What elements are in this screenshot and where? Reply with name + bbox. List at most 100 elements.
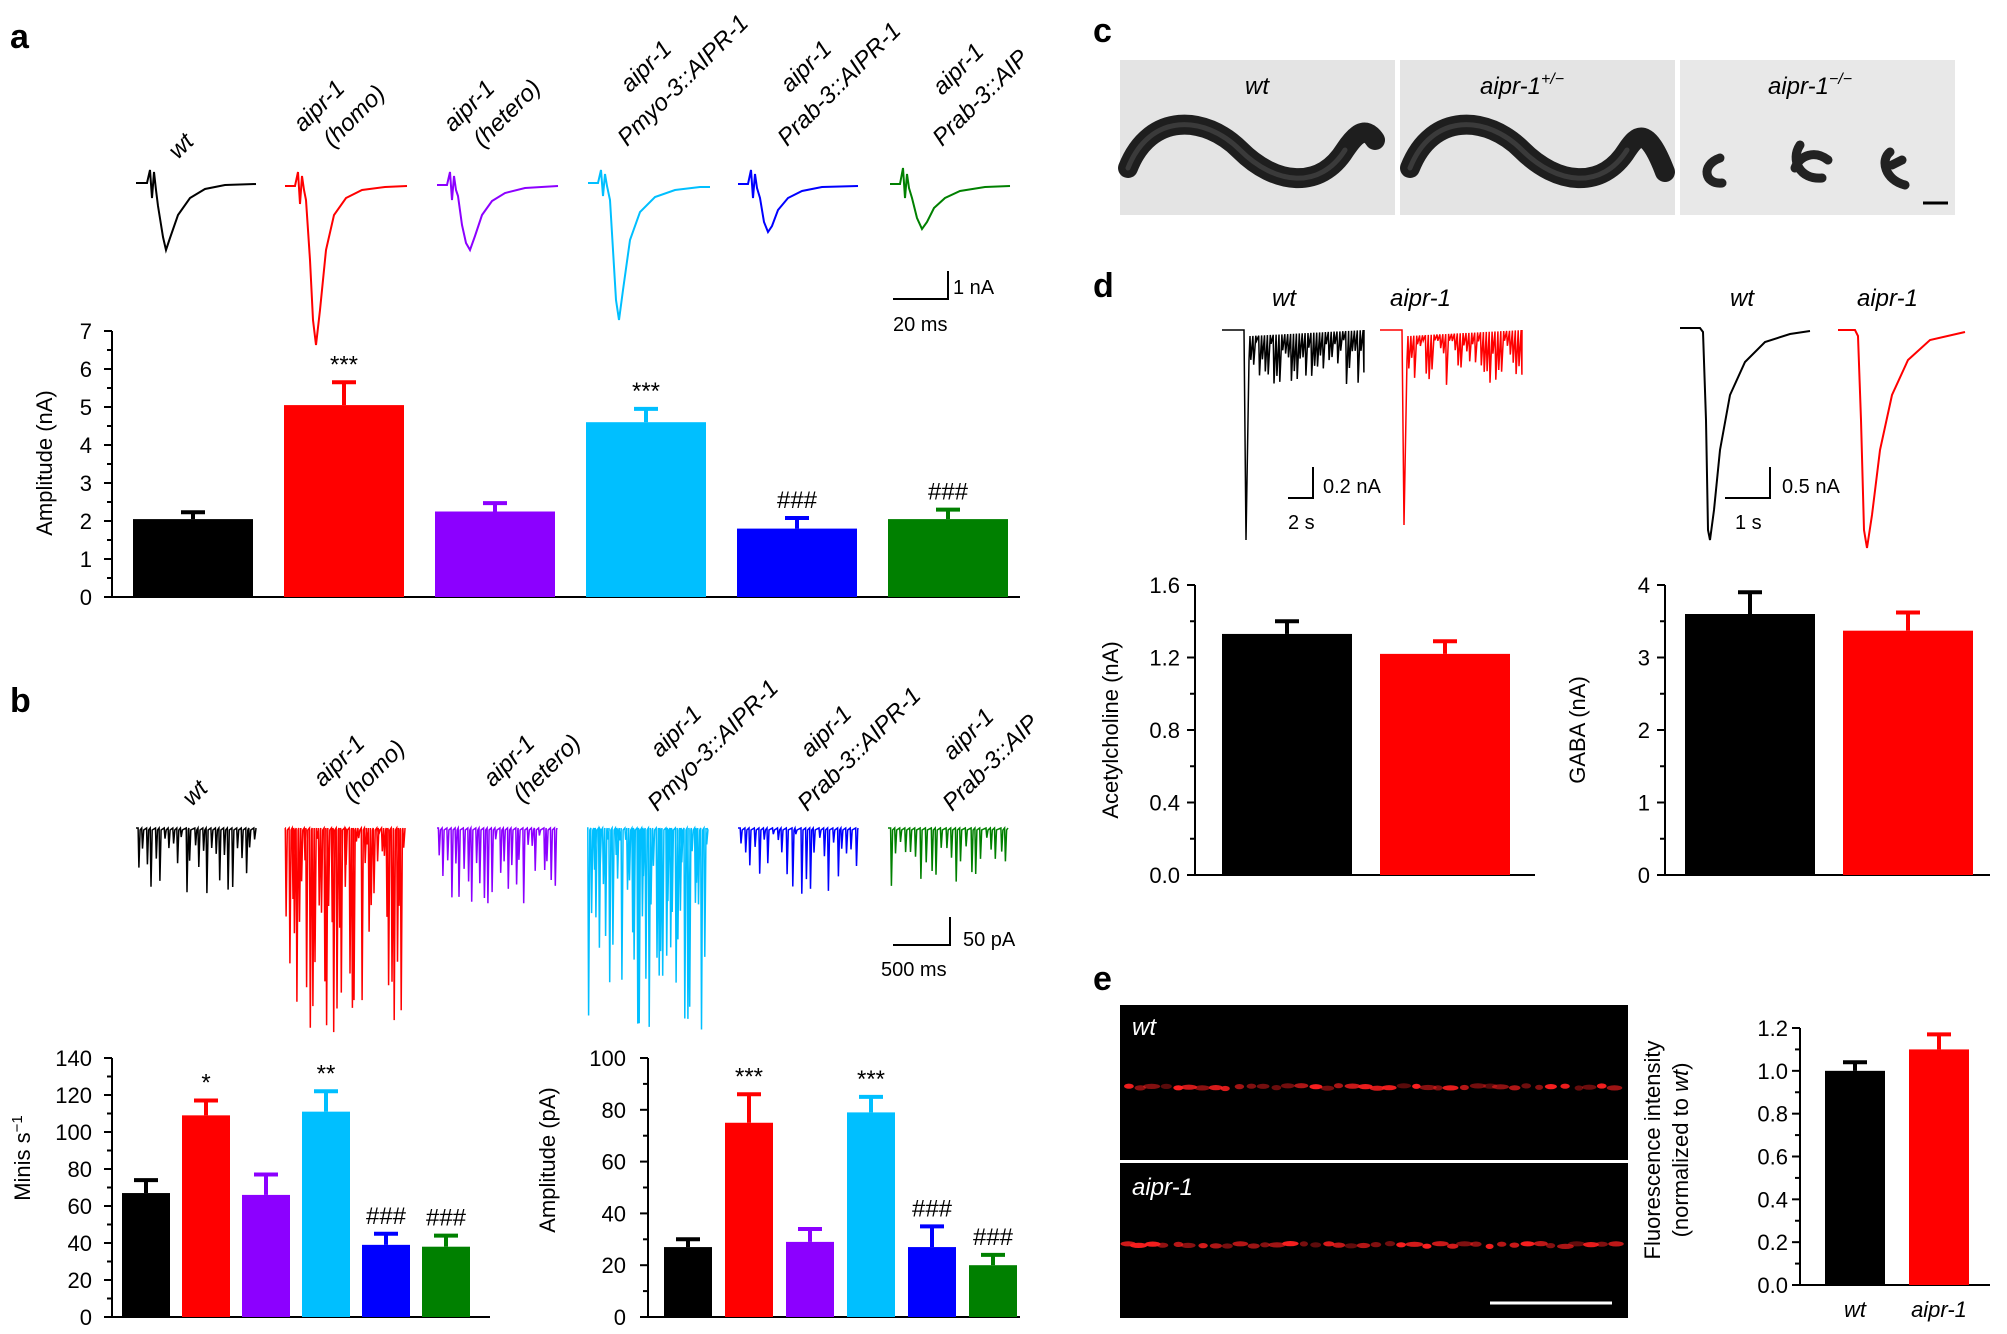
chart-a-ytick-label: 6 — [80, 357, 92, 382]
chart-a-bar — [133, 519, 253, 597]
chart-b2-ytick-label: 100 — [589, 1046, 626, 1071]
chart-e-bar — [1825, 1070, 1885, 1285]
chart-d-ach-plot: 0.0 0.4 0.8 1.2 1.6 — [1149, 573, 1535, 888]
b-scalebar-x: 500 ms — [881, 959, 947, 981]
b-mini-trace-5 — [888, 826, 1009, 886]
e-punctum-1 — [1557, 1243, 1574, 1249]
chart-b2-significance: ### — [973, 1224, 1014, 1251]
chart-b1-ytick-label: 0 — [80, 1305, 92, 1330]
worm-homo-1 — [1702, 153, 1727, 188]
chart-e-ytick-label: 0.6 — [1757, 1145, 1788, 1170]
chart-b1-bar — [422, 1246, 470, 1317]
chart-b1-significance: * — [201, 1070, 210, 1097]
e-punctum-0 — [1535, 1084, 1544, 1090]
e-punctum-1 — [1509, 1242, 1520, 1248]
d-traces — [1222, 327, 1966, 549]
a-trace-prab-aipr — [738, 169, 859, 235]
e-punctum-0 — [1309, 1084, 1323, 1090]
chart-b2-ytick-label: 40 — [602, 1201, 626, 1226]
e-punctum-0 — [1560, 1083, 1570, 1089]
e-puncta — [1120, 1083, 1624, 1249]
e-punctum-0 — [1358, 1084, 1373, 1090]
b-genotype-labels: wt aipr-1 (homo) aipr-1 (hetero) aipr-1 … — [177, 675, 1044, 817]
chart-b2-bar — [847, 1112, 895, 1317]
d-scalebars: 0.2 nA 2 s 0.5 nA 1 s — [1288, 467, 1840, 534]
e-punctum-0 — [1606, 1085, 1623, 1091]
chart-a-significance: ### — [928, 479, 969, 506]
e-punctum-1 — [1144, 1241, 1161, 1247]
chart-b1-ytick-label: 100 — [55, 1120, 92, 1145]
d-label-wt-ach: wt — [1272, 285, 1297, 312]
e-punctum-1 — [1156, 1242, 1169, 1248]
chart-a-ytick-label: 4 — [80, 433, 92, 458]
e-punctum-0 — [1521, 1083, 1532, 1089]
a-scalebar-x: 20 ms — [893, 314, 947, 336]
chart-b-frequency-ylabel: Minis s−1 — [9, 1115, 35, 1201]
chart-b1-ytick-label: 40 — [68, 1231, 92, 1256]
a-trace-pmyo — [588, 169, 710, 321]
chart-a-significance: *** — [330, 351, 358, 378]
chart-b-amplitude-plot: 0 20 40 60 80 100 *** *** ### ### — [589, 1046, 1020, 1330]
e-punctum-1 — [1129, 1242, 1148, 1248]
c-worm-images: wt aipr-1+/− aipr-1−/− — [1118, 60, 1955, 215]
chart-d-gaba-plot: 0 1 2 3 4 — [1638, 573, 1990, 888]
chart-a-bar — [284, 405, 404, 597]
chart-e-ytick-label: 1.0 — [1757, 1059, 1788, 1084]
e-punctum-1 — [1356, 1242, 1371, 1249]
e-punctum-1 — [1198, 1243, 1208, 1249]
e-punctum-0 — [1508, 1085, 1521, 1091]
a-genotype-labels: wt aipr-1 (homo) aipr-1 (hetero) aipr-1 … — [163, 10, 1034, 165]
chart-b1-bar — [302, 1111, 350, 1317]
e-fluorescence-images: wt aipr-1 — [1120, 1005, 1628, 1318]
d-ach-scalebar-lines — [1288, 467, 1314, 499]
d-trace-ach-0 — [1222, 329, 1365, 541]
e-punctum-0 — [1124, 1083, 1134, 1089]
e-punctum-1 — [1583, 1242, 1599, 1248]
worm-homo-2 — [1790, 140, 1833, 183]
e-punctum-1 — [1456, 1241, 1473, 1247]
d-trace-gaba-aipr — [1838, 329, 1966, 549]
chart-b-amplitude-ylabel: Amplitude (pA) — [535, 1087, 560, 1233]
d-gaba-scalebar-lines — [1725, 467, 1771, 499]
chart-d1-ytick-label: 1.6 — [1149, 573, 1180, 598]
chart-a-ytick-label: 1 — [80, 547, 92, 572]
b-mini-trace-1 — [284, 825, 406, 1033]
chart-b2-bar — [664, 1247, 712, 1317]
e-punctum-0 — [1246, 1083, 1257, 1089]
worm-homo-3 — [1880, 147, 1910, 190]
worm-het-highlight — [1407, 122, 1630, 181]
chart-e-bar — [1909, 1049, 1969, 1285]
chart-a-ytick-label: 5 — [80, 395, 92, 420]
a-trace-hetero — [437, 171, 559, 253]
chart-a-ylabel: Amplitude (nA) — [32, 390, 57, 536]
b-label-wt: wt — [177, 774, 214, 811]
chart-b1-ytick-label: 120 — [55, 1083, 92, 1108]
e-punctum-0 — [1396, 1083, 1412, 1089]
e-punctum-1 — [1470, 1241, 1482, 1247]
e-punctum-1 — [1485, 1243, 1494, 1249]
e-punctum-0 — [1344, 1083, 1361, 1089]
chart-e-ytick-label: 0.8 — [1757, 1102, 1788, 1127]
chart-b-amplitude: Amplitude (pA) 0 20 40 60 80 100 *** *** ### ### — [535, 1046, 1020, 1330]
e-punctum-0 — [1320, 1085, 1335, 1091]
a-scalebar-lines — [893, 271, 949, 300]
d-ach-scalebar-y: 0.2 nA — [1323, 476, 1381, 498]
chart-b2-ytick-label: 20 — [602, 1253, 626, 1278]
chart-b2-bar — [969, 1265, 1017, 1317]
e-punctum-0 — [1194, 1085, 1210, 1091]
e-punctum-0 — [1469, 1083, 1486, 1089]
chart-b1-bar — [362, 1244, 410, 1317]
e-punctum-1 — [1221, 1243, 1233, 1249]
e-punctum-1 — [1533, 1241, 1548, 1247]
e-punctum-0 — [1208, 1085, 1223, 1091]
chart-b2-significance: *** — [857, 1066, 885, 1093]
a-trace-wt — [136, 169, 257, 254]
chart-d2-bar — [1843, 630, 1973, 875]
e-punctum-1 — [1396, 1242, 1406, 1248]
chart-b1-ytick-label: 140 — [55, 1046, 92, 1071]
b-mini-trace-2 — [437, 825, 558, 904]
e-punctum-1 — [1384, 1241, 1396, 1247]
chart-d-gaba-ylabel: GABA (nA) — [1565, 676, 1590, 784]
e-punctum-0 — [1234, 1084, 1245, 1090]
